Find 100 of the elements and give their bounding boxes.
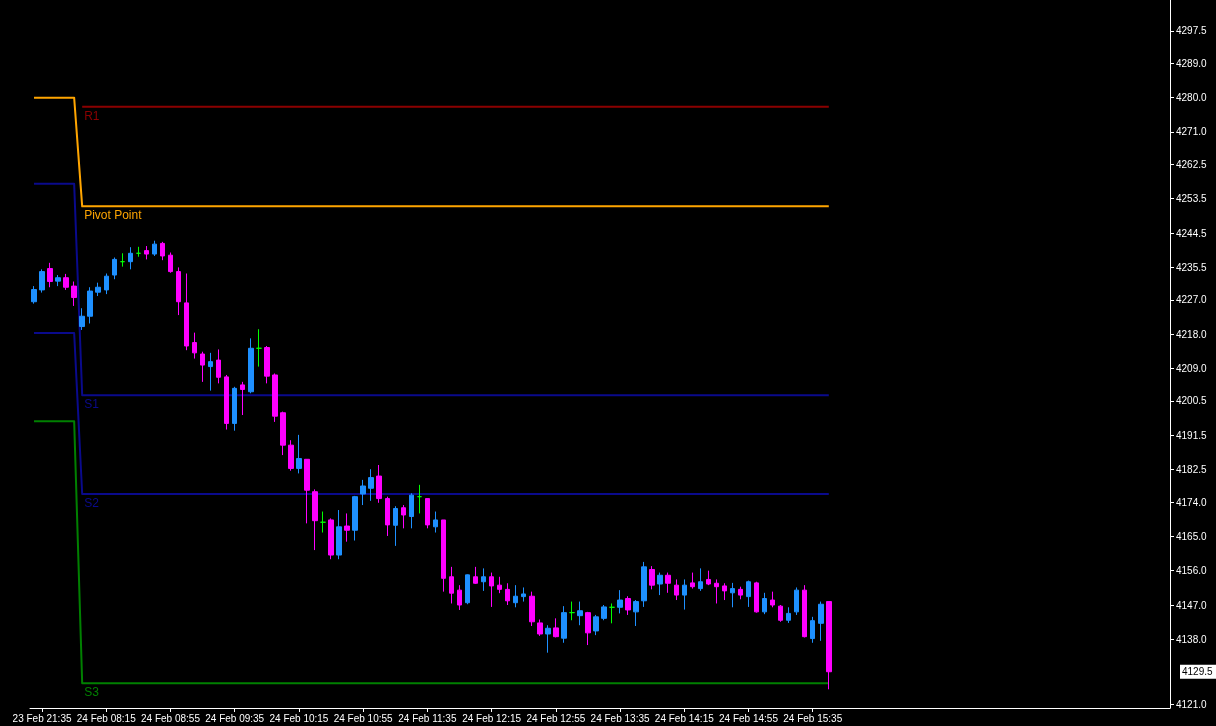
- candlestick: [409, 492, 414, 529]
- y-tick-label: 4182.5: [1176, 464, 1208, 476]
- candlestick: [625, 595, 631, 616]
- candlestick: [95, 282, 101, 297]
- y-tick-label: 4191.5: [1176, 429, 1208, 441]
- x-tick-label: 24 Feb 11:35: [398, 712, 457, 724]
- candlestick: [473, 566, 478, 585]
- candlestick: [55, 274, 61, 287]
- candlestick: [240, 381, 245, 416]
- series-label: S2: [84, 496, 100, 510]
- candlestick: [128, 246, 133, 270]
- candlestick: [272, 372, 278, 423]
- candlestick: [304, 458, 310, 524]
- y-tick-label: 4174.0: [1176, 496, 1208, 508]
- candlestick: [609, 602, 615, 624]
- candlestick: [112, 256, 117, 280]
- candlestick: [545, 624, 551, 654]
- candlestick: [746, 580, 751, 608]
- candlestick: [144, 245, 149, 260]
- x-tick-label: 24 Feb 10:15: [269, 712, 329, 724]
- candlestick: [641, 561, 647, 608]
- candlestick: [368, 468, 374, 502]
- x-tick-label: 24 Feb 12:15: [462, 712, 522, 724]
- candlestick: [577, 601, 583, 626]
- candlestick: [79, 307, 85, 331]
- x-tick-label: 24 Feb 09:35: [205, 712, 265, 724]
- y-tick-label: 4244.5: [1176, 227, 1208, 239]
- candlestick: [184, 273, 189, 351]
- series-label: R1: [84, 108, 100, 123]
- x-tick-label: 24 Feb 10:55: [333, 712, 394, 724]
- candlestick: [256, 328, 262, 368]
- candlestick: [794, 586, 799, 616]
- candlestick: [104, 273, 109, 295]
- y-tick-label: 4209.0: [1176, 363, 1208, 374]
- candlestick: [633, 599, 639, 627]
- y-tick-label: 4200.5: [1176, 395, 1208, 407]
- candlestick: [657, 572, 663, 596]
- candlestick: [778, 604, 783, 623]
- candlestick: [481, 567, 486, 592]
- y-tick-label: 4218.0: [1176, 328, 1208, 340]
- candlestick: [280, 411, 286, 456]
- candlestick: [120, 252, 125, 268]
- candlestick: [360, 479, 366, 506]
- candlestick: [706, 570, 711, 586]
- candlestick: [425, 498, 430, 529]
- candlestick: [312, 488, 318, 551]
- candlestick: [553, 617, 559, 638]
- candlestick: [385, 496, 390, 537]
- candlestick: [344, 512, 350, 543]
- candlestick: [714, 578, 719, 604]
- candlestick: [192, 332, 197, 360]
- x-tick-label: 24 Feb 14:55: [719, 712, 779, 724]
- candlestick: [401, 504, 406, 529]
- candlestick: [521, 586, 526, 603]
- candlestick: [208, 352, 213, 392]
- y-tick-label: 4235.5: [1176, 261, 1208, 273]
- candlestick: [730, 582, 735, 608]
- y-tick-label: 4297.5: [1176, 25, 1208, 37]
- candlestick: [320, 511, 326, 534]
- y-tick-label: 4227.0: [1176, 294, 1208, 306]
- x-tick-label: 24 Feb 15:35: [783, 712, 843, 724]
- candlestick: [457, 584, 462, 611]
- candlestick: [754, 581, 759, 614]
- candlestick: [328, 517, 334, 560]
- candlestick: [770, 591, 775, 608]
- candlestick: [617, 589, 623, 614]
- candlestick: [248, 337, 254, 394]
- candlestick: [288, 439, 294, 472]
- candlestick: [47, 262, 53, 288]
- candlestick: [762, 592, 767, 615]
- y-tick-label: 4121.0: [1176, 698, 1208, 710]
- candlestick: [393, 505, 398, 547]
- candlestick: [376, 464, 382, 504]
- candlestick: [39, 268, 45, 294]
- candlestick: [449, 566, 454, 604]
- candlestick: [296, 434, 302, 474]
- candlestick: [802, 584, 807, 638]
- candlestick: [336, 509, 342, 560]
- y-tick-label: 4156.0: [1176, 565, 1208, 577]
- candlestick: [561, 605, 567, 644]
- candlestick: [674, 578, 679, 601]
- candlestick: [465, 573, 470, 605]
- candlestick: [216, 348, 221, 384]
- candlestick: [601, 604, 607, 621]
- candlestick: [232, 386, 237, 432]
- y-tick-label: 4280.0: [1176, 92, 1208, 104]
- x-tick-label: 23 Feb 21:35: [12, 712, 72, 724]
- y-tick-label: 4289.0: [1176, 57, 1208, 69]
- candlestick: [690, 572, 695, 590]
- candlestick: [810, 616, 815, 644]
- candlestick: [505, 582, 510, 606]
- candlestick: [585, 611, 591, 646]
- y-tick-label: 4147.0: [1176, 599, 1208, 611]
- candlestick: [569, 601, 575, 621]
- candlestick: [818, 601, 824, 642]
- x-tick-label: 24 Feb 12:55: [526, 712, 586, 724]
- candlestick: [537, 619, 543, 637]
- candlestick: [87, 286, 93, 324]
- x-tick-label: 24 Feb 13:35: [590, 712, 650, 724]
- candlestick: [497, 576, 502, 594]
